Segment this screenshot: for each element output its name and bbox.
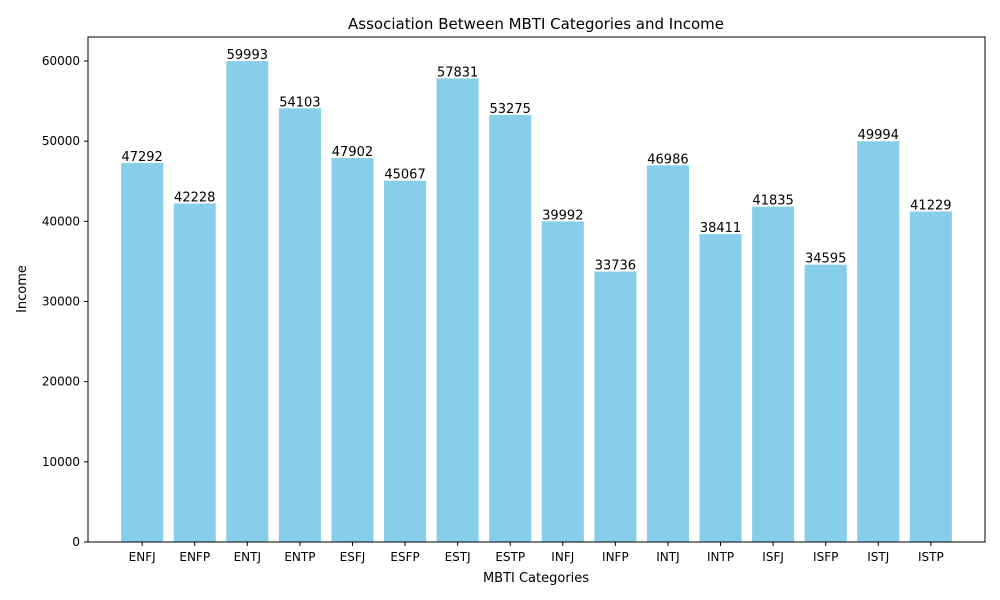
x-tick-label-enfp: ENFP — [179, 550, 210, 564]
bar-istj — [857, 141, 900, 542]
plot-frame — [87, 36, 986, 543]
x-tick-label-istp: ISTP — [918, 550, 944, 564]
bar-isfp — [804, 264, 847, 542]
bar-intj — [646, 165, 689, 542]
x-tick-label-intj: INTJ — [656, 550, 679, 564]
bar-esfj — [331, 157, 374, 542]
x-tick-label-infj: INFJ — [551, 550, 574, 564]
x-tick-label-infp: INFP — [602, 550, 629, 564]
value-label-intp: 38411 — [700, 221, 741, 236]
x-tick-label-isfj: ISFJ — [762, 550, 784, 564]
x-tick-label-estp: ESTP — [495, 550, 525, 564]
x-tick-label-estj: ESTJ — [445, 550, 471, 564]
value-label-infp: 33736 — [595, 259, 636, 274]
bar-estp — [489, 114, 532, 542]
x-tick-label-esfp: ESFP — [390, 550, 419, 564]
bar-istp — [909, 211, 952, 542]
bar-estj — [436, 78, 479, 543]
value-label-istj: 49994 — [858, 128, 899, 143]
value-label-entj: 59993 — [227, 48, 268, 63]
value-label-enfj: 47292 — [121, 150, 162, 165]
x-tick-label-entp: ENTP — [284, 550, 315, 564]
bar-intp — [699, 234, 742, 542]
y-tick-label-40000: 40000 — [42, 214, 80, 228]
value-label-estp: 53275 — [490, 102, 531, 117]
bar-enfj — [121, 162, 164, 542]
value-label-isfj: 41835 — [752, 194, 793, 209]
y-tick-label-50000: 50000 — [42, 134, 80, 148]
bar-isfj — [752, 206, 795, 543]
chart-title: Association Between MBTI Categories and … — [348, 15, 724, 33]
x-tick-label-intp: INTP — [707, 550, 734, 564]
bars-layer — [121, 61, 952, 543]
y-axis: 0 10000 20000 30000 40000 50000 60000 — [42, 54, 88, 549]
bar-esfp — [384, 180, 427, 542]
value-labels-layer: 47292 42228 59993 54103 47902 45067 57831 53275… — [121, 48, 951, 273]
x-axis: ENFJ ENFP ENTJ ENTP ESFJ ESFP ESTJ ESTP INFJ INFP… — [129, 542, 944, 564]
y-tick-label-10000: 10000 — [42, 455, 80, 469]
x-tick-label-istj: ISTJ — [867, 550, 889, 564]
value-label-intj: 46986 — [647, 152, 688, 167]
x-tick-label-enfj: ENFJ — [129, 550, 156, 564]
value-label-istp: 41229 — [910, 198, 951, 213]
y-tick-label-0: 0 — [72, 535, 80, 549]
x-tick-label-esfj: ESFJ — [340, 550, 366, 564]
value-label-isfp: 34595 — [805, 252, 846, 267]
value-label-enfp: 42228 — [174, 190, 215, 205]
x-tick-label-isfp: ISFP — [813, 550, 838, 564]
bar-entj — [226, 61, 269, 543]
value-label-esfj: 47902 — [332, 145, 373, 160]
value-label-infj: 39992 — [542, 208, 583, 223]
value-label-estj: 57831 — [437, 65, 478, 80]
bar-infj — [541, 221, 584, 542]
value-label-esfp: 45067 — [384, 168, 425, 183]
x-tick-label-entj: ENTJ — [234, 550, 261, 564]
bar-infp — [594, 271, 637, 542]
bar-enfp — [173, 203, 216, 542]
y-tick-label-60000: 60000 — [42, 54, 80, 68]
y-axis-label: Income — [15, 265, 30, 313]
x-axis-label: MBTI Categories — [483, 571, 589, 586]
y-tick-label-30000: 30000 — [42, 295, 80, 309]
bar-entp — [278, 108, 321, 543]
value-label-entp: 54103 — [279, 95, 320, 110]
y-tick-label-20000: 20000 — [42, 375, 80, 389]
